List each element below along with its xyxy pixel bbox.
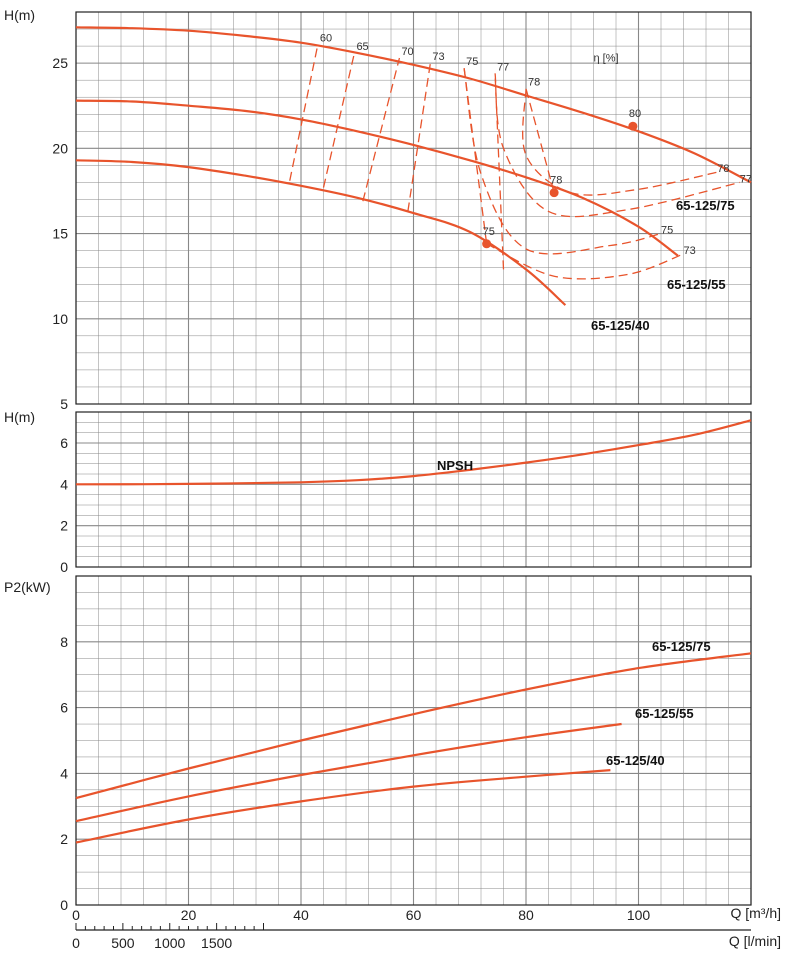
secondary-x-tick-label: 1500 bbox=[201, 935, 232, 951]
best-efficiency-point bbox=[628, 121, 638, 131]
x-tick-label: 80 bbox=[518, 907, 534, 923]
efficiency-label-70: 70 bbox=[401, 46, 413, 58]
curves-layer bbox=[75, 26, 752, 844]
x-tick-label: 0 bbox=[72, 907, 80, 923]
x-tick-label: 60 bbox=[406, 907, 422, 923]
efficiency-label-60: 60 bbox=[320, 32, 332, 44]
head-y-tick-label: 5 bbox=[60, 396, 68, 412]
npsh-curve-label: NPSH bbox=[437, 458, 473, 473]
efficiency-label-73: 73 bbox=[432, 51, 444, 63]
x-tick-label: 100 bbox=[627, 907, 651, 923]
efficiency-edge-label: 73 bbox=[684, 245, 696, 257]
npsh-y-tick-label: 4 bbox=[60, 476, 68, 492]
efficiency-line-60 bbox=[289, 44, 319, 181]
best-efficiency-point bbox=[482, 239, 492, 249]
power-frame bbox=[75, 575, 752, 906]
head-curve-65-125/55 bbox=[75, 99, 679, 257]
best-efficiency-label: 80 bbox=[629, 108, 641, 120]
head-curve-65-125/75 bbox=[75, 26, 752, 184]
power-y-tick-label: 0 bbox=[60, 897, 68, 913]
power-curve-65-125/40 bbox=[75, 769, 611, 844]
power-curve-label: 65-125/75 bbox=[652, 639, 711, 654]
efficiency-line-75 bbox=[463, 68, 488, 244]
power-curve-65-125/75 bbox=[75, 652, 752, 800]
power-y-tick-label: 2 bbox=[60, 831, 68, 847]
head-curve-label: 65-125/55 bbox=[667, 277, 726, 292]
secondary-x-tick-label: 0 bbox=[72, 935, 80, 951]
x-tick-label: 20 bbox=[181, 907, 197, 923]
efficiency-contour bbox=[486, 243, 684, 280]
efficiency-line-70 bbox=[362, 57, 401, 202]
grid-layer bbox=[75, 11, 752, 931]
best-efficiency-label: 78 bbox=[550, 175, 562, 187]
head-y-axis-label: H(m) bbox=[4, 7, 35, 23]
head-y-tick-label: 10 bbox=[52, 311, 68, 327]
power-y-tick-label: 8 bbox=[60, 634, 68, 650]
efficiency-contour bbox=[494, 73, 740, 218]
head-y-tick-label: 25 bbox=[52, 55, 68, 71]
efficiency-edge-label: 77 bbox=[740, 173, 752, 185]
efficiency-edge-label: 78 bbox=[717, 163, 729, 175]
secondary-x-axis-label: Q [l/min] bbox=[729, 933, 781, 949]
secondary-x-tick-label: 500 bbox=[111, 935, 135, 951]
power-curve-label: 65-125/55 bbox=[635, 706, 694, 721]
head-y-tick-label: 15 bbox=[52, 226, 68, 242]
efficiency-contour bbox=[522, 88, 718, 196]
npsh-y-tick-label: 0 bbox=[60, 559, 68, 575]
best-efficiency-label: 75 bbox=[483, 226, 495, 238]
power-y-axis-label: P2(kW) bbox=[4, 579, 51, 595]
npsh-y-tick-label: 6 bbox=[60, 435, 68, 451]
efficiency-line-77 bbox=[494, 73, 505, 270]
npsh-y-axis-label: H(m) bbox=[4, 409, 35, 425]
secondary-x-tick-label: 1000 bbox=[154, 935, 185, 951]
npsh-curve bbox=[75, 419, 752, 486]
efficiency-unit-label: η [%] bbox=[594, 52, 619, 64]
best-efficiency-point bbox=[549, 188, 559, 198]
power-curve-label: 65-125/40 bbox=[606, 753, 665, 768]
efficiency-label-78: 78 bbox=[528, 77, 540, 89]
power-y-tick-label: 6 bbox=[60, 700, 68, 716]
x-axis-label: Q [m³/h] bbox=[730, 905, 781, 921]
head-curve-label: 65-125/40 bbox=[591, 318, 650, 333]
efficiency-contour bbox=[463, 68, 662, 255]
head-curve-label: 65-125/75 bbox=[676, 198, 735, 213]
efficiency-label-75: 75 bbox=[466, 56, 478, 68]
efficiency-line-78 bbox=[525, 88, 555, 193]
npsh-y-tick-label: 2 bbox=[60, 518, 68, 534]
x-tick-label: 40 bbox=[293, 907, 309, 923]
efficiency-label-77: 77 bbox=[497, 61, 509, 73]
efficiency-edge-label: 75 bbox=[661, 225, 673, 237]
power-y-tick-label: 4 bbox=[60, 765, 68, 781]
head-y-tick-label: 20 bbox=[52, 140, 68, 156]
power-curve-65-125/55 bbox=[75, 722, 622, 823]
head-frame bbox=[75, 11, 752, 405]
npsh-frame bbox=[75, 411, 752, 568]
efficiency-line-73 bbox=[407, 63, 432, 212]
head-curve-65-125/40 bbox=[75, 159, 567, 306]
efficiency-line-65 bbox=[322, 52, 356, 188]
efficiency-label-65: 65 bbox=[356, 41, 368, 53]
